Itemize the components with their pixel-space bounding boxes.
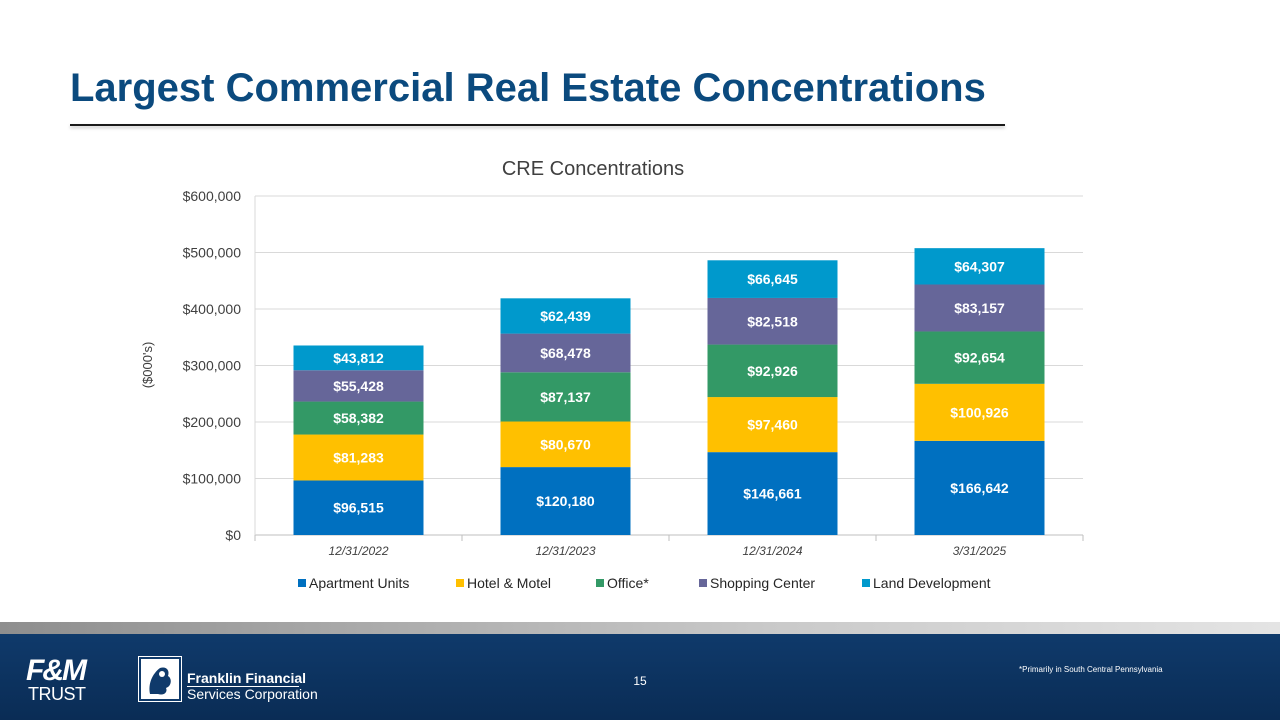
bar-data-label: $82,518: [747, 313, 798, 329]
bar-segment: [293, 370, 424, 402]
bar-segment: [293, 434, 424, 481]
legend-swatch: [298, 579, 306, 587]
bar-stack: $146,661 $97,460 $92,926 $82,518 $66,645: [707, 260, 838, 535]
bar-segment: [500, 333, 631, 373]
legend-label: Office*: [607, 575, 649, 591]
bar-segment: [500, 421, 631, 468]
bar-segment: [707, 297, 838, 345]
footer-gradient-band: [0, 622, 1280, 634]
footer: F&M TRUST Franklin Financial Services Co…: [0, 634, 1280, 720]
bar-stack: $96,515 $81,283 $58,382 $55,428 $43,812: [293, 345, 424, 535]
bar-data-label: $92,926: [747, 363, 798, 379]
legend-label: Land Development: [873, 575, 991, 591]
bar-stack: $120,180 $80,670 $87,137 $68,478 $62,439: [500, 298, 631, 535]
bar-segment: [914, 284, 1045, 332]
bar-data-label: $120,180: [536, 493, 595, 509]
bar-segment: [707, 397, 838, 453]
bar-data-label: $68,478: [540, 345, 591, 361]
bar-data-label: $96,515: [333, 500, 384, 516]
bar-data-label: $83,157: [954, 300, 1005, 316]
legend-item: Land Development: [862, 575, 991, 591]
cre-stacked-bar-chart: CRE Concentrations ($000's) $0 $100,000 $2…: [140, 158, 1084, 591]
bar-segment: [293, 401, 424, 435]
legend-swatch: [862, 579, 870, 587]
bar-segment: [500, 467, 631, 535]
legend-swatch: [699, 579, 707, 587]
legend-swatch: [596, 579, 604, 587]
trust-logo-text: TRUST: [28, 684, 86, 704]
fm-logo-text: F&M: [26, 654, 87, 687]
logo-divider: [187, 686, 299, 687]
legend-item: Hotel & Motel: [456, 575, 551, 591]
franklin-financial-emblem-icon: [138, 656, 182, 702]
franklin-financial-logo-text: Franklin Financial Services Corporation: [187, 670, 318, 702]
page-title: Largest Commercial Real Estate Concentra…: [70, 66, 986, 110]
bar-segment: [500, 298, 631, 334]
bar-data-label: $80,670: [540, 436, 591, 452]
bar-data-label: $43,812: [333, 350, 384, 366]
bar-data-label: $66,645: [747, 271, 798, 287]
bar-data-label: $55,428: [333, 378, 384, 394]
chart-legend: Apartment Units Hotel & Motel Office* Shopp…: [298, 575, 991, 591]
bar-segment: [707, 260, 838, 298]
bar-data-label: $166,642: [950, 480, 1009, 496]
legend-item: Office*: [596, 575, 649, 591]
y-axis-label: ($000's): [140, 342, 155, 389]
bar-data-label: $58,382: [333, 410, 384, 426]
y-tick-label: $0: [225, 527, 241, 543]
chart-title: CRE Concentrations: [502, 158, 684, 180]
bar-data-label: $92,654: [954, 350, 1005, 366]
page-number: 15: [633, 674, 647, 688]
bar-segment: [500, 372, 631, 422]
legend-item: Apartment Units: [298, 575, 409, 591]
bar-data-label: $97,460: [747, 417, 798, 433]
x-tick-label: 12/31/2023: [535, 544, 595, 558]
bar-stack: $166,642 $100,926 $92,654 $83,157 $64,307: [914, 248, 1045, 535]
company-name-line1: Franklin Financial: [187, 670, 307, 686]
bar-data-label: $146,661: [743, 486, 802, 502]
bar-segment: [707, 344, 838, 398]
legend-label: Shopping Center: [710, 575, 815, 591]
bar-data-label: $81,283: [333, 450, 384, 466]
y-tick-label: $300,000: [183, 358, 242, 374]
bar-segment: [914, 331, 1045, 384]
legend-label: Hotel & Motel: [467, 575, 551, 591]
bar-data-label: $64,307: [954, 258, 1005, 274]
bar-stacks: $96,515 $81,283 $58,382 $55,428 $43,812 $120,…: [293, 248, 1045, 535]
bar-segment: [914, 440, 1045, 535]
bar-data-label: $87,137: [540, 389, 591, 405]
y-axis-ticks: $0 $100,000 $200,000 $300,000 $400,000 $500,0…: [183, 188, 242, 543]
bar-segment: [293, 480, 424, 535]
footnote: *Primarily in South Central Pennsylvania: [1019, 665, 1163, 674]
x-tick-label: 3/31/2025: [953, 544, 1007, 558]
x-tick-label: 12/31/2024: [742, 544, 802, 558]
y-tick-label: $600,000: [183, 188, 242, 204]
y-tick-label: $100,000: [183, 471, 242, 487]
legend-item: Shopping Center: [699, 575, 815, 591]
y-tick-label: $500,000: [183, 245, 242, 261]
y-tick-label: $200,000: [183, 414, 242, 430]
x-tick-label: 12/31/2022: [328, 544, 388, 558]
company-name-line2: Services Corporation: [187, 686, 318, 702]
fm-trust-logo: F&M TRUST: [26, 654, 112, 706]
bar-data-label: $62,439: [540, 308, 591, 324]
y-tick-label: $400,000: [183, 301, 242, 317]
bar-segment: [707, 452, 838, 535]
bar-segment: [914, 248, 1045, 285]
x-axis-ticks: 12/31/2022 12/31/2023 12/31/2024 3/31/2025: [254, 535, 1084, 558]
legend-swatch: [456, 579, 464, 587]
title-divider: [70, 124, 1005, 126]
legend-label: Apartment Units: [309, 575, 409, 591]
bar-segment: [914, 383, 1045, 441]
bar-segment: [293, 345, 424, 371]
bar-data-label: $100,926: [950, 404, 1009, 420]
